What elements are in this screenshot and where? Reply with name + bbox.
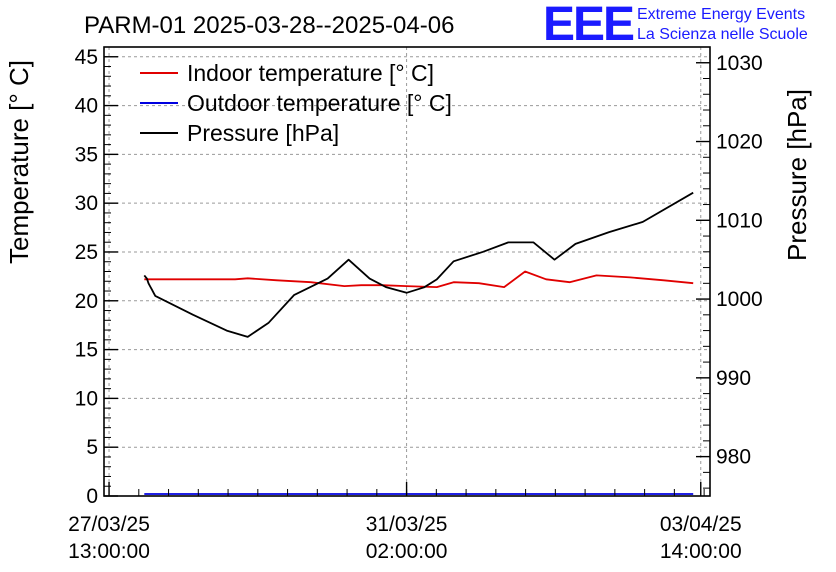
x-tick-label-time: 14:00:00 (660, 540, 742, 563)
legend: Indoor temperature [° C] Outdoor tempera… (140, 60, 452, 146)
series-layer (143, 191, 694, 495)
logo-line2: La Scienza nelle Scuole (637, 26, 808, 43)
y-left-tick-label: 45 (75, 46, 98, 69)
y-right-tick-label: 980 (716, 446, 751, 469)
y-right-tick-label: 1020 (716, 131, 763, 154)
y-left-tick-label: 5 (86, 436, 98, 459)
y-right-axis-title: Pressure [hPa] (782, 89, 812, 261)
y-left-tick-label: 15 (75, 339, 98, 362)
legend-label-outdoor: Outdoor temperature [° C] (187, 90, 452, 116)
y-left-axis-title: Temperature [° C] (4, 60, 34, 264)
eee-logo: EEE Extreme Energy Events La Scienza nel… (543, 0, 808, 51)
series-line-pressure (143, 191, 694, 338)
y-left-tick-label: 10 (75, 387, 98, 410)
y-right-tick-label: 990 (716, 367, 751, 390)
legend-label-indoor: Indoor temperature [° C] (187, 60, 434, 86)
logo-line1: Extreme Energy Events (637, 6, 805, 23)
y-right-tick-label: 1010 (716, 209, 763, 232)
y-left-tick-label: 20 (75, 290, 98, 313)
y-right-tick-label: 1000 (716, 288, 763, 311)
grid (104, 47, 710, 496)
legend-label-pressure: Pressure [hPa] (187, 120, 339, 146)
y-left-tick-label: 35 (75, 143, 98, 166)
x-tick-label-date: 31/03/25 (366, 513, 448, 536)
logo-letters: EEE (543, 0, 634, 51)
y-left-tick-label: 0 (86, 485, 98, 508)
y-left-tick-label: 40 (75, 95, 98, 118)
ticks-layer: 0 5 10 15 20 25 30 35 40 45 980 990 1000 1010 1020 1030… (68, 46, 763, 563)
x-tick-label-date: 03/04/25 (660, 513, 742, 536)
x-tick-label-date: 27/03/25 (68, 513, 150, 536)
x-tick-label-time: 13:00:00 (68, 540, 150, 563)
y-left-tick-label: 25 (75, 241, 98, 264)
series-line-indoor (144, 270, 694, 289)
y-left-tick-label: 30 (75, 192, 98, 215)
x-tick-label-time: 02:00:00 (366, 540, 448, 563)
y-right-tick-label: 1030 (716, 52, 763, 75)
chart-title: PARM-01 2025-03-28--2025-04-06 (84, 12, 454, 39)
